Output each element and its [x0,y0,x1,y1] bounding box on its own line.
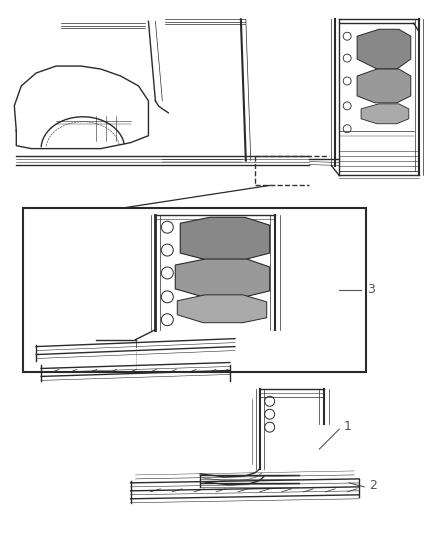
Bar [23,208,366,373]
Text: 2: 2 [369,479,377,492]
Polygon shape [357,69,411,103]
Text: 1: 1 [343,419,351,433]
Polygon shape [177,295,267,322]
Polygon shape [361,104,409,124]
Text: 3: 3 [367,284,375,296]
Polygon shape [175,259,270,297]
Polygon shape [357,29,411,69]
Polygon shape [180,217,270,260]
